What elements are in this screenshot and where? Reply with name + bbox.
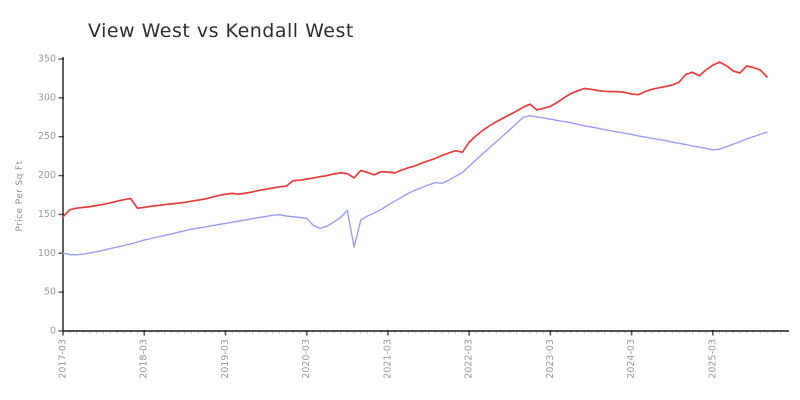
y-tick-label: 150: [38, 209, 56, 220]
x-tick-label: 2025-03: [707, 339, 718, 379]
series-line-view-west: [62, 61, 768, 218]
y-tick-label: 200: [38, 170, 56, 181]
y-tick-label: 350: [38, 54, 56, 65]
chart-title: View West vs Kendall West: [88, 20, 354, 42]
x-tick-label: 2019-03: [220, 339, 231, 379]
y-tick-label: 0: [50, 326, 56, 337]
y-tick-label: 300: [38, 92, 56, 103]
series-line-kendall-west: [62, 114, 768, 256]
x-tick-label: 2020-03: [301, 339, 312, 379]
y-tick-label: 100: [38, 248, 56, 259]
x-tick-label: 2023-03: [545, 339, 556, 379]
x-tick-label: 2021-03: [382, 339, 393, 379]
x-tick-label: 2022-03: [464, 339, 475, 379]
x-tick-label: 2024-03: [626, 339, 637, 379]
x-tick-label: 2018-03: [139, 339, 150, 379]
x-tick-label: 2017-03: [58, 339, 69, 379]
y-tick-label: 250: [38, 131, 56, 142]
y-tick-label: 50: [44, 287, 56, 298]
